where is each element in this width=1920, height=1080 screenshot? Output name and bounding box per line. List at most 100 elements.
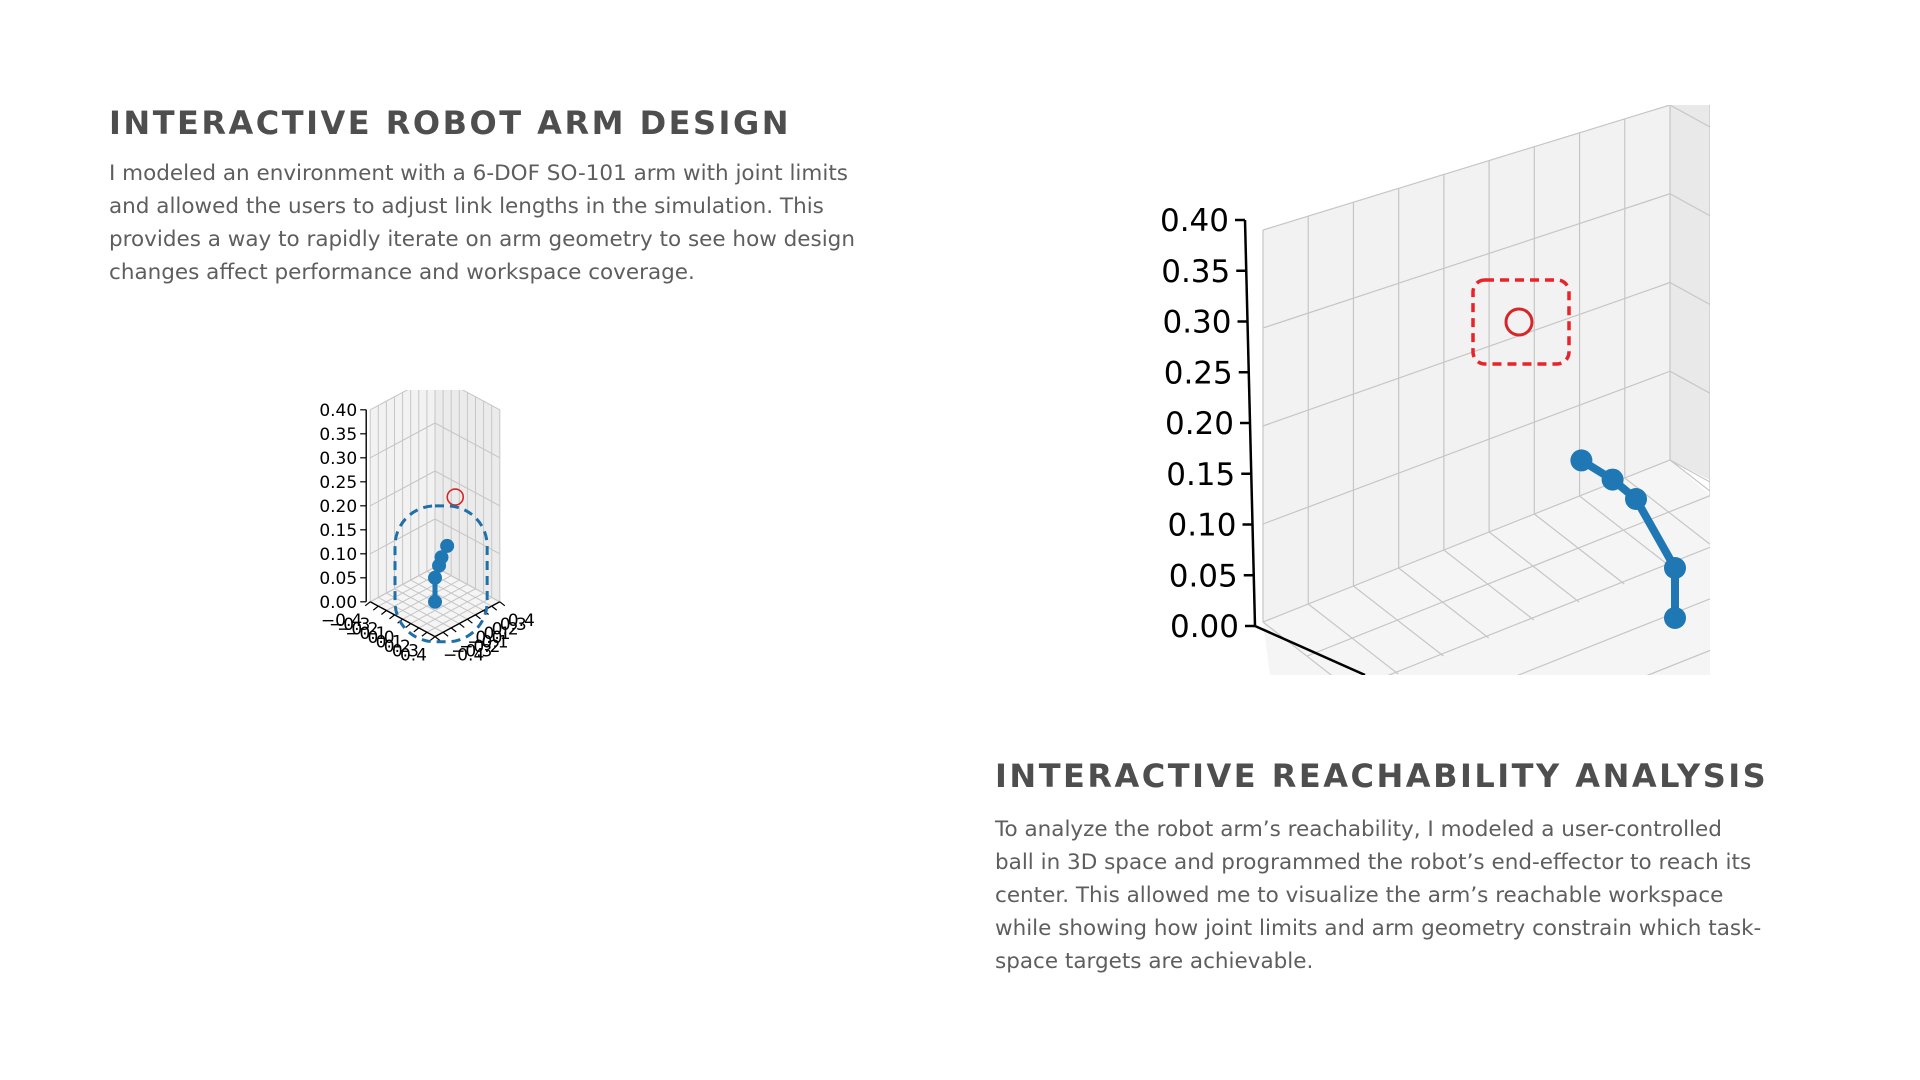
arm-link (1632, 495, 1679, 572)
grid-line (369, 518, 436, 555)
z-tick-label: 0.35 (319, 425, 357, 445)
y-tick-label: −0.4 (443, 646, 484, 666)
y-tick-label: 0.1 (484, 624, 511, 644)
grid-line (369, 390, 409, 411)
robot-arm-design-description: I modeled an environment with a 6-DOF SO… (109, 157, 929, 289)
x-tick (372, 605, 379, 611)
description-line: while showing how joint limits and arm g… (995, 916, 1762, 941)
y-tick-label: 0.0 (475, 628, 502, 648)
y-tick (442, 631, 449, 637)
y-tick-label: −0.2 (459, 637, 500, 657)
z-tick-label: 0.00 (319, 593, 357, 613)
x-tick-label: −0.1 (345, 624, 386, 644)
arm-joint (1625, 488, 1647, 510)
grid-line (1669, 193, 1710, 217)
y-tick-label: 0.4 (508, 611, 535, 631)
y-tick (491, 605, 498, 611)
target-ball (1504, 307, 1534, 337)
z-tick-label: 0.05 (319, 569, 357, 589)
description-line: space targets are achievable. (995, 949, 1314, 974)
description-line: center. This allowed me to visualize the… (995, 883, 1724, 908)
x-tick-label: −0.2 (337, 620, 378, 640)
grid-line (1398, 567, 1490, 639)
y-tick (450, 627, 457, 633)
z-tick-label: 0.30 (1162, 305, 1231, 341)
robot-arm-design-title: Interactive Robot Arm Design (109, 104, 791, 142)
grid-line (1262, 105, 1671, 231)
grid-line (461, 390, 501, 411)
reachability-analysis-description: To analyze the robot arm’s reachability,… (995, 813, 1825, 978)
grid-line (1307, 603, 1399, 675)
description-line: I modeled an environment with a 6-DOF SO… (109, 161, 848, 186)
description-line: and allowed the users to adjust link len… (109, 194, 824, 219)
grid-line (1262, 193, 1671, 329)
arm-joint (440, 538, 455, 553)
arm-joint (434, 550, 449, 565)
grid-line (1262, 621, 1333, 675)
back-pane (1263, 105, 1670, 622)
grid-line (369, 566, 436, 603)
z-tick-label: 0.35 (1161, 254, 1230, 290)
description-line: provides a way to rapidly iterate on arm… (109, 227, 855, 252)
x-tick-label: −0.4 (321, 611, 362, 631)
description-line: ball in 3D space and programmed the robo… (995, 850, 1752, 875)
reachability-3d-plot[interactable]: 0.00 0.05 0.10 0.15 0.20 0.25 0.30 0.35 0.40 (1130, 105, 1710, 675)
grid-line (434, 518, 501, 555)
side-pane (1670, 105, 1710, 480)
x-tick-label: 0.4 (400, 646, 427, 666)
grid-line (394, 579, 460, 616)
grid-line (434, 470, 501, 507)
grid-line (434, 422, 501, 459)
grid-line (1533, 513, 1625, 585)
z-tick-label: 0.25 (1164, 355, 1233, 391)
grid-line (1517, 598, 1710, 675)
z-tick-label: 0.10 (319, 545, 357, 565)
z-tick-label: 0.15 (319, 521, 357, 541)
arm-joint (428, 594, 442, 609)
x-tick (421, 631, 428, 637)
x-tick (389, 614, 395, 620)
grid-line (410, 588, 476, 624)
z-tick-label: 0.20 (1165, 406, 1234, 442)
z-tick-label: 0.05 (1169, 558, 1238, 594)
z-tick-label: 0.00 (1170, 609, 1239, 645)
arm-design-3d-plot[interactable]: 0.00 0.05 0.10 0.15 0.20 0.25 0.30 0.35 0.40 −0.4… (200, 390, 850, 920)
grid-line (1353, 585, 1444, 657)
y-tick-label: −0.1 (467, 633, 508, 653)
z-tick-label: 0.30 (319, 449, 357, 469)
arm-joint (1664, 557, 1686, 579)
grid-line (1579, 495, 1670, 567)
grid-line (1488, 531, 1580, 603)
y-tick-label: 0.2 (492, 620, 519, 640)
z-tick-label: 0.15 (1166, 457, 1235, 493)
description-line: changes affect performance and workspace… (109, 260, 695, 285)
y-tick (467, 618, 473, 624)
x-tick (381, 610, 387, 615)
x-tick-label: 0.1 (376, 633, 403, 653)
arm-joint (1570, 449, 1593, 472)
target-ball (446, 488, 465, 506)
description-line: To analyze the robot arm’s reachability,… (995, 817, 1722, 842)
arm-highlight-box (393, 504, 489, 644)
x-tick-label: −0.3 (329, 615, 370, 635)
y-tick (458, 623, 465, 629)
grid-line (1262, 281, 1671, 427)
floor-pane (1263, 460, 1710, 675)
x-tick-label: 0.2 (384, 637, 411, 657)
z-tick-label: 0.40 (319, 401, 357, 421)
grid-line (426, 597, 492, 633)
grid-line (1443, 549, 1535, 621)
grid-line (369, 422, 436, 459)
x-axis-line (1254, 624, 1366, 675)
arm-joint (1664, 607, 1686, 629)
grid-line (1669, 105, 1710, 128)
grid-line (1669, 281, 1710, 306)
y-tick-label: 0.3 (500, 615, 527, 635)
y-tick (475, 614, 481, 620)
z-tick-label: 0.40 (1160, 203, 1229, 239)
grid-line (1262, 459, 1671, 623)
reachability-analysis-title: Interactive Reachability Analysis (995, 757, 1769, 795)
y-tick (499, 601, 506, 607)
grid-line (1669, 459, 1710, 492)
grid-line (1387, 546, 1710, 675)
